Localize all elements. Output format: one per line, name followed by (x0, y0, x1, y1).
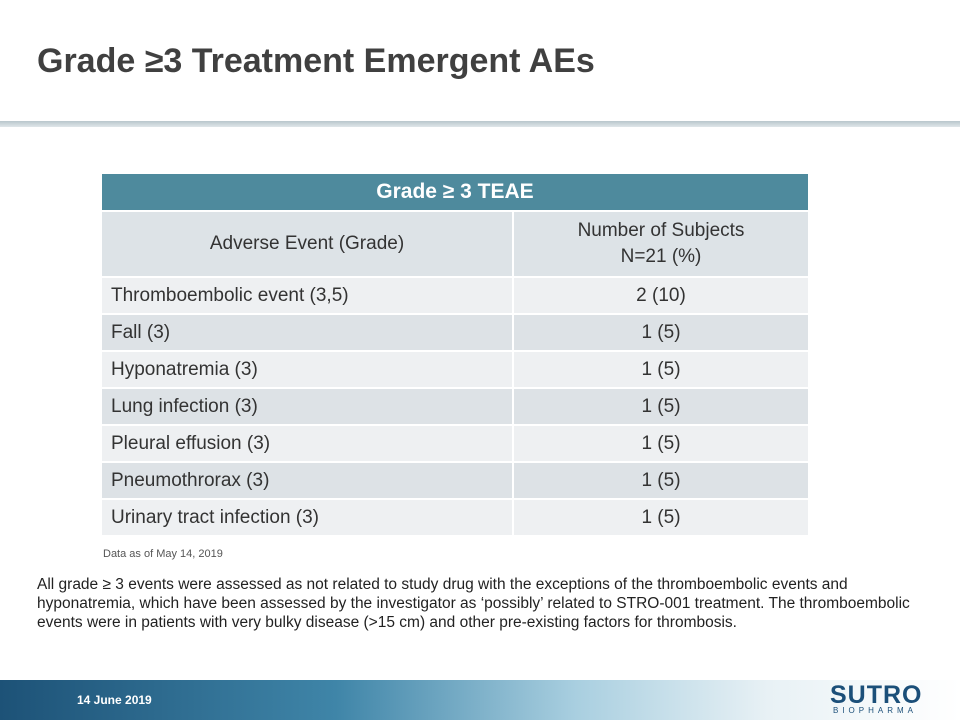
teae-table: Grade ≥ 3 TEAE Adverse Event (Grade) Num… (100, 172, 810, 537)
event-cell: Urinary tract infection (3) (100, 498, 514, 537)
count-cell: 1 (5) (512, 313, 810, 352)
event-cell: Pleural effusion (3) (100, 424, 514, 463)
slide-title: Grade ≥3 Treatment Emergent AEs (37, 42, 595, 80)
count-cell: 1 (5) (512, 350, 810, 389)
column-header: Number of Subjects N=21 (%) (512, 210, 810, 278)
event-cell: Pneumothrorax (3) (100, 461, 514, 500)
title-rule (0, 121, 960, 127)
count-cell: 1 (5) (512, 424, 810, 463)
body-paragraph: All grade ≥ 3 events were assessed as no… (37, 576, 910, 631)
table-body: Thromboembolic event (3,5) 2 (10) Fall (3)… (100, 276, 810, 537)
table-row: Hyponatremia (3) 1 (5) (100, 350, 810, 389)
event-cell: Thromboembolic event (3,5) (100, 276, 514, 315)
logo-name: SUTRO (830, 681, 923, 709)
event-cell: Hyponatremia (3) (100, 350, 514, 389)
column-header: Adverse Event (Grade) (100, 210, 514, 278)
table-caption: Grade ≥ 3 TEAE (100, 172, 810, 212)
table-note: Data as of May 14, 2019 (103, 548, 223, 560)
count-cell: 1 (5) (512, 498, 810, 537)
column-header-line: Number of Subjects (577, 220, 745, 241)
count-cell: 1 (5) (512, 461, 810, 500)
event-cell: Fall (3) (100, 313, 514, 352)
table-row: Lung infection (3) 1 (5) (100, 387, 810, 426)
table-row: Pleural effusion (3) 1 (5) (100, 424, 810, 463)
table-row: Fall (3) 1 (5) (100, 313, 810, 352)
footer-band (0, 680, 960, 720)
event-cell: Lung infection (3) (100, 387, 514, 426)
count-cell: 2 (10) (512, 276, 810, 315)
table-row: Urinary tract infection (3) 1 (5) (100, 498, 810, 537)
table-row: Thromboembolic event (3,5) 2 (10) (100, 276, 810, 315)
column-header-line: N=21 (%) (620, 246, 702, 267)
logo-subtitle: BIOPHARMA (833, 706, 918, 715)
count-cell: 1 (5) (512, 387, 810, 426)
table-row: Pneumothrorax (3) 1 (5) (100, 461, 810, 500)
footer-date: 14 June 2019 (77, 693, 152, 707)
